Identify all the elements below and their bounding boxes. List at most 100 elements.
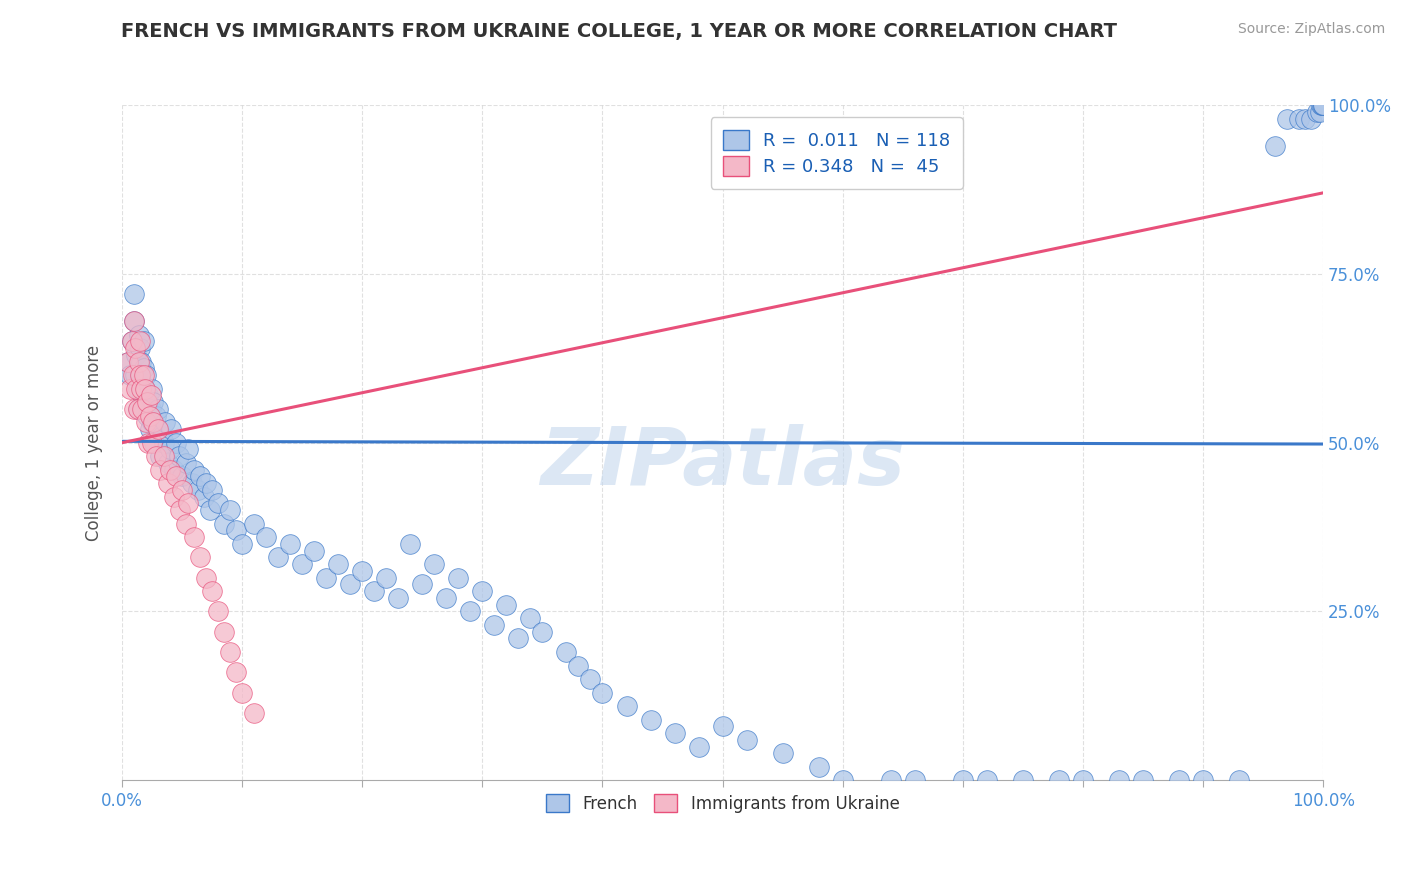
Point [131, 401, 153, 416]
Point [904, 773, 927, 788]
Point [177, 496, 200, 510]
Point [225, 524, 247, 538]
Point [243, 516, 266, 531]
Point [163, 490, 186, 504]
Point [198, 503, 221, 517]
Point [134, 382, 156, 396]
Point [434, 591, 457, 605]
Point [150, 429, 173, 443]
Point [146, 422, 169, 436]
Point [423, 558, 446, 572]
Point [129, 382, 152, 396]
Point [141, 416, 163, 430]
Point [219, 645, 242, 659]
Point [128, 327, 150, 342]
Point [193, 490, 215, 504]
Point [149, 463, 172, 477]
Point [772, 746, 794, 760]
Point [141, 435, 163, 450]
Point [363, 584, 385, 599]
Point [138, 422, 160, 436]
Point [122, 287, 145, 301]
Point [831, 773, 853, 788]
Point [121, 334, 143, 349]
Point [302, 543, 325, 558]
Point [1312, 98, 1334, 112]
Point [139, 401, 162, 416]
Point [735, 732, 758, 747]
Point [169, 503, 191, 517]
Point [177, 442, 200, 457]
Point [375, 571, 398, 585]
Point [1275, 112, 1298, 126]
Point [195, 571, 218, 585]
Point [120, 382, 142, 396]
Point [165, 469, 187, 483]
Point [167, 449, 190, 463]
Point [127, 382, 149, 396]
Point [146, 422, 169, 436]
Point [688, 739, 710, 754]
Point [339, 577, 361, 591]
Point [172, 483, 194, 497]
Point [129, 375, 152, 389]
Point [231, 537, 253, 551]
Point [141, 382, 163, 396]
Point [122, 314, 145, 328]
Point [135, 368, 157, 383]
Point [328, 558, 350, 572]
Point [1264, 138, 1286, 153]
Point [135, 416, 157, 430]
Point [207, 496, 229, 510]
Point [121, 334, 143, 349]
Point [145, 449, 167, 463]
Point [231, 685, 253, 699]
Point [807, 760, 830, 774]
Point [212, 624, 235, 639]
Point [1309, 104, 1331, 119]
Point [138, 435, 160, 450]
Point [592, 685, 614, 699]
Point [156, 476, 179, 491]
Point [142, 395, 165, 409]
Point [508, 632, 530, 646]
Point [143, 435, 166, 450]
Point [149, 449, 172, 463]
Point [278, 537, 301, 551]
Point [201, 584, 224, 599]
Point [139, 388, 162, 402]
Point [125, 382, 148, 396]
Point [183, 530, 205, 544]
Point [1294, 112, 1316, 126]
Point [122, 314, 145, 328]
Point [711, 719, 734, 733]
Point [1108, 773, 1130, 788]
Point [153, 435, 176, 450]
Point [243, 706, 266, 720]
Point [138, 409, 160, 423]
Point [131, 388, 153, 402]
Point [188, 550, 211, 565]
Point [127, 401, 149, 416]
Point [174, 456, 197, 470]
Point [129, 368, 152, 383]
Point [225, 665, 247, 680]
Point [146, 401, 169, 416]
Point [129, 334, 152, 349]
Point [1301, 112, 1323, 126]
Point [567, 658, 589, 673]
Point [135, 395, 157, 409]
Point [159, 463, 181, 477]
Point [640, 713, 662, 727]
Point [159, 442, 181, 457]
Point [254, 530, 277, 544]
Point [117, 354, 139, 368]
Point [125, 348, 148, 362]
Point [117, 354, 139, 368]
Point [352, 564, 374, 578]
Point [664, 726, 686, 740]
Point [129, 368, 152, 383]
Point [1168, 773, 1191, 788]
Y-axis label: College, 1 year or more: College, 1 year or more [86, 344, 103, 541]
Point [315, 571, 337, 585]
